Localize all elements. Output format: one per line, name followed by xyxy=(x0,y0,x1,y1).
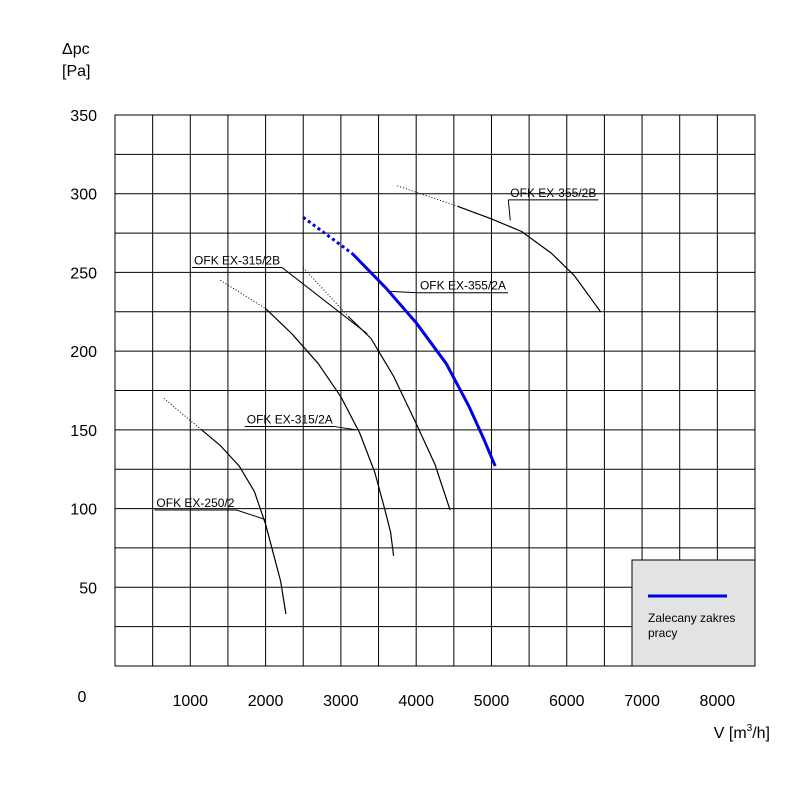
x-tick-label: 5000 xyxy=(474,693,510,710)
x-tick-label: 6000 xyxy=(549,693,585,710)
legend-box xyxy=(631,559,756,667)
x-axis-title: V [m3/h] xyxy=(714,723,770,742)
y-tick-label: 150 xyxy=(70,423,97,440)
y-tick-label: 50 xyxy=(79,580,97,597)
ofk-ex-355-2a-label: OFK EX-355/2A xyxy=(420,279,506,293)
ofk-ex-355-2b-label: OFK EX-355/2B xyxy=(510,186,596,200)
ofk-ex-355-2a-curve xyxy=(351,252,497,467)
origin-label: 0 xyxy=(78,689,87,706)
x-axis-title-suffix: /h] xyxy=(752,725,770,742)
x-axis-title-prefix: V [m xyxy=(714,725,747,742)
x-tick-label: 7000 xyxy=(624,693,660,710)
curve-labels: OFK EX-355/2B OFK EX-315/2B OFK EX-355/2A O… xyxy=(154,186,599,521)
fan-curves xyxy=(163,185,602,615)
y-axis-title-symbol: Δpc xyxy=(62,41,90,58)
legend-label-line2: pracy xyxy=(648,626,677,640)
x-tick-label: 1000 xyxy=(172,693,208,710)
ofk-ex-355-2b-curve xyxy=(457,205,602,313)
ofk-ex-250-2-curve xyxy=(201,429,287,615)
y-tick-label: 350 xyxy=(70,108,97,125)
ofk-ex-355-2a-dotted-segment xyxy=(302,216,354,255)
ofk-ex-315-2b-curve xyxy=(347,316,451,511)
x-tick-label: 4000 xyxy=(398,693,434,710)
y-tick-label: 200 xyxy=(70,344,97,361)
ofk-ex-250-2-leader-line xyxy=(236,509,266,521)
ofk-ex-315-2b-label: OFK EX-315/2B xyxy=(194,254,280,268)
y-tick-label: 300 xyxy=(70,187,97,204)
ofk-ex-315-2b-dotted-segment xyxy=(302,267,349,317)
legend-label-line1: Zalecany zakres xyxy=(648,611,735,625)
y-tick-label: 250 xyxy=(70,265,97,282)
plot-frame xyxy=(114,114,756,667)
y-axis-title-unit: [Pa] xyxy=(62,63,90,80)
x-tick-label: 2000 xyxy=(248,693,284,710)
y-tick-label: 100 xyxy=(70,502,97,519)
ofk-ex-355-2a-leader-line xyxy=(389,290,418,294)
tick-labels: 1000 2000 3000 4000 5000 6000 7000 800050100150… xyxy=(70,108,735,710)
x-axis-title-superscript: 3 xyxy=(747,723,753,734)
ofk-ex-250-2-label: OFK EX-250/2 xyxy=(156,496,234,510)
ofk-ex-355-2b-dotted-segment xyxy=(397,185,458,207)
ofk-ex-250-2-dotted-segment xyxy=(163,398,202,431)
ofk-ex-315-2a-dotted-segment xyxy=(220,279,266,310)
ofk-ex-315-2a-leader-line xyxy=(334,426,357,431)
ofk-ex-315-2a-curve xyxy=(265,308,395,556)
ofk-ex-355-2b-leader-line xyxy=(507,199,511,221)
ofk-ex-315-2b-leader-line xyxy=(281,267,368,335)
x-tick-label: 3000 xyxy=(323,693,359,710)
x-tick-label: 8000 xyxy=(700,693,736,710)
legend: Zalecany zakres pracy xyxy=(631,559,756,667)
ofk-ex-315-2a-label: OFK EX-315/2A xyxy=(247,413,333,427)
